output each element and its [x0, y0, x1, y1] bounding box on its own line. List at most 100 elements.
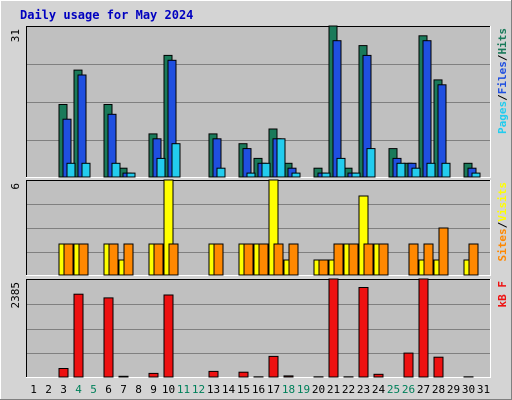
- x-tick-label-19: 19: [297, 383, 310, 396]
- bar-pages-day-26: [411, 167, 421, 178]
- x-tick-label-27: 27: [417, 383, 430, 396]
- x-axis-labels: 1 2 3 4 5 6 7 8 9 10 11 12 13 14 15 16 17 18 19 20 21 22 23 24 2…: [30, 383, 490, 396]
- bar-sites-day-27: [423, 243, 434, 276]
- x-tick-label-18: 18: [282, 383, 295, 396]
- panel-kbf-ymax-label: 2385: [9, 282, 22, 309]
- x-tick-label-3: 3: [60, 383, 67, 396]
- x-tick-label-25: 25: [387, 383, 400, 396]
- bar-pages-day-27: [426, 162, 436, 178]
- x-tick-label-21: 21: [327, 383, 340, 396]
- x-tick-label-6: 6: [105, 383, 112, 396]
- x-tick-label-15: 15: [237, 383, 250, 396]
- bar-sites-day-7: [123, 243, 134, 276]
- bar-sites-day-30: [468, 243, 479, 276]
- bar-kb-f-day-3: [58, 368, 69, 378]
- x-tick-label-14: 14: [222, 383, 236, 396]
- x-tick-label-10: 10: [162, 383, 175, 396]
- x-tick-label-23: 23: [357, 383, 370, 396]
- bar-kb-f-day-7: [118, 375, 129, 378]
- x-tick-label-9: 9: [150, 383, 157, 396]
- bar-pages-day-16: [261, 162, 271, 178]
- bar-pages-day-25: [396, 162, 406, 178]
- x-tick-label-22: 22: [342, 383, 355, 396]
- x-tick-label-30: 30: [462, 383, 475, 396]
- bar-kb-f-day-23: [358, 287, 369, 378]
- bar-pages-day-6: [111, 162, 121, 178]
- bar-pages-day-7: [126, 172, 136, 178]
- bar-sites-day-3: [63, 243, 74, 276]
- bar-pages-day-23: [366, 148, 376, 178]
- bar-sites-day-23: [363, 243, 374, 276]
- bar-sites-day-4: [78, 243, 89, 276]
- bar-pages-day-13: [216, 167, 226, 178]
- bar-pages-day-28: [441, 162, 451, 178]
- x-tick-label-29: 29: [447, 383, 460, 396]
- bar-sites-day-24: [378, 243, 389, 276]
- panel-hits-files-pages-ymax-label: 31: [9, 29, 22, 42]
- bar-kb-f-day-13: [208, 370, 219, 378]
- panel-kbf-legend: kB F: [496, 281, 509, 308]
- bar-kb-f-day-6: [103, 297, 114, 378]
- bar-kb-f-day-15: [238, 371, 249, 378]
- bar-sites-day-9: [153, 243, 164, 276]
- x-tick-label-16: 16: [252, 383, 265, 396]
- bar-kb-f-day-24: [373, 373, 384, 378]
- bar-pages-day-9: [156, 157, 166, 178]
- bar-sites-day-13: [213, 243, 224, 276]
- legend-entry: /: [496, 54, 509, 61]
- legend-entry: Pages: [496, 101, 509, 134]
- x-tick-label-26: 26: [402, 383, 415, 396]
- bar-kb-f-day-17: [268, 355, 279, 378]
- x-tick-label-8: 8: [135, 383, 142, 396]
- x-tick-label-20: 20: [312, 383, 325, 396]
- x-tick-label-1: 1: [30, 383, 37, 396]
- x-tick-label-13: 13: [207, 383, 220, 396]
- x-tick-label-11: 11: [177, 383, 190, 396]
- bar-kb-f-day-26: [403, 352, 414, 378]
- bar-sites-day-17: [273, 243, 284, 276]
- bar-kb-f-day-9: [148, 372, 159, 378]
- bar-kb-f-day-10: [163, 294, 174, 378]
- bar-sites-day-28: [438, 227, 449, 276]
- bar-files-day-21: [332, 40, 342, 178]
- x-tick-label-2: 2: [45, 383, 52, 396]
- bar-files-day-27: [422, 40, 432, 178]
- legend-entry: /: [496, 94, 509, 101]
- bar-sites-day-18: [288, 243, 299, 276]
- bar-pages-day-3: [66, 162, 76, 178]
- bar-kb-f-day-21: [328, 278, 339, 378]
- bar-sites-day-6: [108, 243, 119, 276]
- legend-entry: Hits: [496, 28, 509, 55]
- x-tick-label-17: 17: [267, 383, 280, 396]
- bar-sites-day-16: [258, 243, 269, 276]
- bar-sites-day-20: [318, 259, 329, 276]
- bar-kb-f-day-27: [418, 278, 429, 378]
- bar-kb-f-day-18: [283, 375, 294, 378]
- legend-entry: Visits: [496, 182, 509, 222]
- bar-pages-day-21: [336, 157, 346, 178]
- x-tick-label-7: 7: [120, 383, 127, 396]
- bar-sites-day-21: [333, 243, 344, 276]
- bar-pages-day-18: [291, 172, 301, 178]
- bar-files-day-4: [77, 74, 87, 178]
- panel-hits-files-pages-legend: Pages/Files/Hits: [496, 28, 509, 134]
- legend-entry: Files: [496, 61, 509, 94]
- bar-pages-day-22: [351, 172, 361, 178]
- panel-visits-sites-legend: Sites/Visits: [496, 182, 509, 262]
- x-tick-label-24: 24: [372, 383, 386, 396]
- legend-entry: kB F: [496, 281, 509, 308]
- bar-pages-day-20: [321, 172, 331, 178]
- bar-sites-day-22: [348, 243, 359, 276]
- legend-entry: /: [496, 221, 509, 228]
- bar-kb-f-day-28: [433, 356, 444, 378]
- chart-title: Daily usage for May 2024: [20, 8, 193, 22]
- x-tick-label-4: 4: [75, 383, 82, 396]
- x-tick-label-31: 31: [477, 383, 490, 396]
- bar-sites-day-26: [408, 243, 419, 276]
- x-tick-label-5: 5: [90, 383, 97, 396]
- bar-pages-day-10: [171, 143, 181, 178]
- bar-sites-day-10: [168, 243, 179, 276]
- x-tick-label-12: 12: [192, 383, 205, 396]
- bar-pages-day-4: [81, 162, 91, 178]
